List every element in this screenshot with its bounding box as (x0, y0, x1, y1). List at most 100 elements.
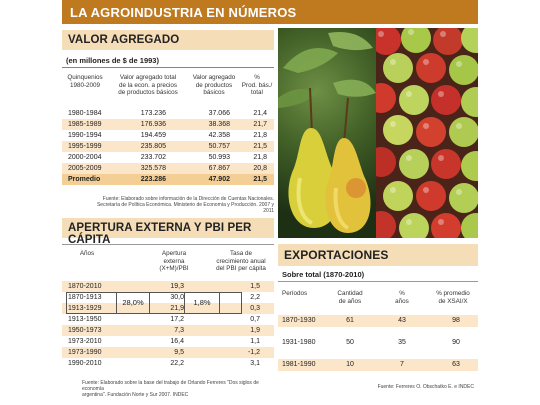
cell-value: 235.805 (140, 142, 166, 150)
col-header-cantidad: Cantidad de años (337, 290, 363, 305)
col-header-porc-xsai: % promedio de XSAI/X (436, 290, 470, 305)
cell-value: 21,4 (253, 109, 267, 117)
cell-value: 173.236 (140, 109, 166, 117)
cell-value: 16,4 (170, 337, 184, 345)
cell-value: 35 (398, 338, 406, 346)
cell-value: 50.993 (208, 153, 230, 161)
cell-period: 2000-2004 (68, 153, 102, 161)
valor-agregado-table: Quinquenios 1980-2009 Valor agregado tot… (62, 72, 274, 188)
cell-value: 17,2 (170, 315, 184, 323)
cell-period: 1870-1930 (282, 316, 316, 324)
group-divider (184, 292, 220, 314)
cell-value: 194.459 (140, 131, 166, 139)
cell-value: 1,9 (250, 326, 260, 334)
cell-value: 7 (400, 360, 404, 368)
cell-value: 1,5 (250, 282, 260, 290)
cell-value: 63 (452, 360, 460, 368)
group-bracket (66, 292, 242, 314)
valor-agregado-subheading: (en millones de $ de 1993) (66, 56, 159, 65)
cell-value: 21,5 (253, 175, 267, 183)
cell-period: 1913-1950 (68, 315, 102, 323)
col-header-va-basicos: Valor agregado de productos básicos (192, 74, 236, 96)
cell-value: 50 (346, 338, 354, 346)
cell-period: 1950-1973 (68, 326, 102, 334)
grouped-apertura-value: 28,0% (122, 298, 144, 307)
cell-period: 1870-2010 (68, 282, 102, 290)
col-header-porcentaje: % Prod. bás./ total (241, 74, 273, 96)
cell-value: 47.902 (208, 175, 230, 183)
table-row-total: Promedio 223.286 47.902 21,5 (62, 174, 274, 185)
cell-value: 3,1 (250, 359, 260, 367)
cell-value: 2,2 (250, 293, 260, 301)
cell-value: 233.702 (140, 153, 166, 161)
cell-period: 1931-1980 (282, 338, 316, 346)
cell-value: 67.867 (208, 164, 230, 172)
valor-agregado-heading: VALOR AGREGADO (62, 30, 274, 50)
table-row: 1870-1913 30,0 2,2 (62, 292, 274, 303)
table-row: 2005-2009 325.578 67.867 20,8 (62, 163, 274, 174)
exportaciones-subheading: Sobre total (1870-2010) (282, 270, 365, 279)
cell-period: 2005-2009 (68, 164, 102, 172)
divider (278, 281, 478, 282)
table-row: 1985-1989 176.936 38.368 21,7 (62, 119, 274, 130)
exportaciones-source: Fuente: Ferreres O. Obschatko E. e INDEC (377, 384, 474, 390)
cell-value: 61 (346, 316, 354, 324)
apertura-source: Fuente: Elaborado sobre la base del trab… (82, 380, 259, 398)
cell-value: 42.358 (208, 131, 230, 139)
apples-half (366, 28, 478, 238)
table-row: 1973-2010 16,4 1,1 (62, 336, 274, 347)
pears-illustration (278, 32, 376, 233)
cell-value: 325.578 (140, 164, 166, 172)
table-row: 1973-1990 9,5 -1,2 (62, 347, 274, 358)
cell-period: Promedio (68, 175, 101, 183)
apertura-heading: APERTURA EXTERNA Y PBI PER CÁPITA (62, 218, 274, 246)
cell-value: 7,3 (174, 326, 184, 334)
exportaciones-heading: EXPORTACIONES (278, 244, 478, 266)
col-header-quinquenios: Quinquenios 1980-2009 (67, 74, 103, 89)
col-header-periodos: Períodos (282, 290, 308, 297)
cell-value: 21,5 (253, 142, 267, 150)
table-row: 1950-1973 7,3 1,9 (62, 325, 274, 336)
table-row: 1990-1994 194.459 42.358 21,8 (62, 130, 274, 141)
col-header-apertura: Apertura externa (X+M)/PBI (159, 250, 189, 272)
cell-value: 223.286 (140, 175, 166, 183)
cell-value: 176.936 (140, 120, 166, 128)
cell-period: 1973-1990 (68, 348, 102, 356)
cell-period: 1913-1929 (68, 304, 102, 312)
cell-value: 19,3 (170, 282, 184, 290)
cell-period: 1973-2010 (68, 337, 102, 345)
infographic-page: LA AGROINDUSTRIA EN NÚMEROS VALOR AGREGA… (62, 0, 478, 405)
cell-value: 20,8 (253, 164, 267, 172)
table-row: 1931-1980 50 35 90 (278, 337, 478, 349)
divider (62, 67, 274, 68)
cell-period: 1990-2010 (68, 359, 102, 367)
col-header-va-total: Valor agregado total de la econ. a preci… (118, 74, 178, 96)
cell-value: 10 (346, 360, 354, 368)
cell-value: 43 (398, 316, 406, 324)
cell-value: 21,8 (253, 153, 267, 161)
cell-period: 1995-1999 (68, 142, 102, 150)
page-title: LA AGROINDUSTRIA EN NÚMEROS (62, 0, 478, 24)
cell-value: 21,9 (170, 304, 184, 312)
table-row: 2000-2004 233.702 50.993 21,8 (62, 152, 274, 163)
cell-value: 98 (452, 316, 460, 324)
cell-value: 30,0 (170, 293, 184, 301)
grouped-tasa-value: 1,8% (193, 298, 211, 307)
cell-value: 1,1 (250, 337, 260, 345)
cell-value: 50.757 (208, 142, 230, 150)
pears-and-apples-photo (278, 28, 478, 238)
table-row: 1980-1984 173.236 37.066 21,4 (62, 108, 274, 119)
apertura-table: Años Apertura externa (X+M)/PBI Tasa de … (62, 246, 274, 374)
table-row: 1995-1999 235.805 50.757 21,5 (62, 141, 274, 152)
divider (62, 244, 274, 245)
group-divider (116, 292, 150, 314)
table-row: 1913-1950 17,2 0,7 (62, 314, 274, 325)
cell-value: 37.066 (208, 109, 230, 117)
table-row: 1981-1990 10 7 63 (278, 359, 478, 371)
apples-illustration (366, 28, 478, 238)
cell-period: 1985-1989 (68, 120, 102, 128)
cell-value: -1,2 (247, 348, 260, 356)
table-row: 1913-1929 21,9 0,3 (62, 303, 274, 314)
col-header-anios: Años (79, 250, 95, 257)
col-header-tasa: Tasa de crecimiento anual del PBI per cá… (216, 250, 266, 272)
